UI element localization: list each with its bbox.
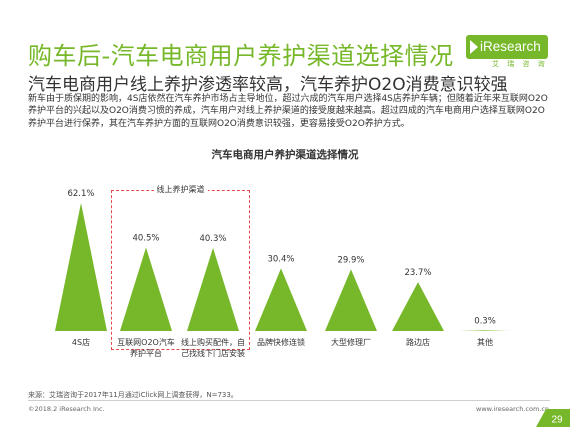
data-label: 0.3% (474, 316, 496, 326)
category-label: 其他 (477, 337, 493, 347)
logo-subtitle: 艾 瑞 咨 询 (492, 60, 548, 68)
bar-triangle (459, 330, 511, 331)
category-label: 4S店 (72, 337, 90, 347)
bar-triangle (392, 282, 444, 331)
page-number: 29 (551, 415, 563, 426)
data-label: 30.4% (267, 254, 294, 264)
data-source-note: 来源：艾瑞咨询于2017年11月通过iClick网上调查获得，N=733。 (28, 391, 238, 399)
category-label: 己找线下门店安装 (181, 348, 245, 358)
data-label: 29.9% (337, 255, 364, 265)
data-label: 40.3% (199, 234, 226, 244)
category-label: 养护平台 (130, 348, 162, 358)
chart-title: 汽车电商用户养护渠道选择情况 (211, 149, 359, 161)
data-label: 40.5% (132, 234, 159, 244)
website-text: www.iresearch.com.cn (476, 405, 550, 413)
bar-triangle (325, 269, 377, 331)
bar-triangle (255, 268, 307, 331)
footer-divider (28, 400, 550, 401)
page-number-badge: 29 (536, 409, 570, 427)
page-title: 购车后-汽车电商用户养护渠道选择情况 (28, 42, 454, 70)
data-label: 62.1% (67, 189, 94, 199)
bar-triangle (120, 247, 172, 331)
bar-triangle (55, 203, 107, 331)
copyright-text: ©2018.2 iResearch Inc. (28, 405, 105, 413)
online-channel-group-label: 线上养护渠道 (111, 184, 250, 195)
logo-triangle-icon (470, 40, 478, 54)
description-paragraph: 新车由于质保期的影响，4S店依然在汽车养护市场占主导地位，超过六成的汽车用户选择… (28, 94, 548, 129)
category-label: 路边店 (406, 337, 430, 347)
page-subtitle: 汽车电商用户线上养护渗透率较高，汽车养护O2O消费意识较强 (28, 75, 508, 95)
category-label: 大型修理厂 (331, 337, 371, 347)
data-label: 23.7% (404, 268, 431, 278)
iresearch-logo: iResearch (466, 35, 548, 59)
category-label: 线上购买配件，自 (181, 337, 245, 347)
bar-triangle (187, 247, 239, 331)
category-label: 品牌快修连锁 (257, 337, 305, 347)
category-label: 互联网O2O汽车 (117, 337, 175, 347)
